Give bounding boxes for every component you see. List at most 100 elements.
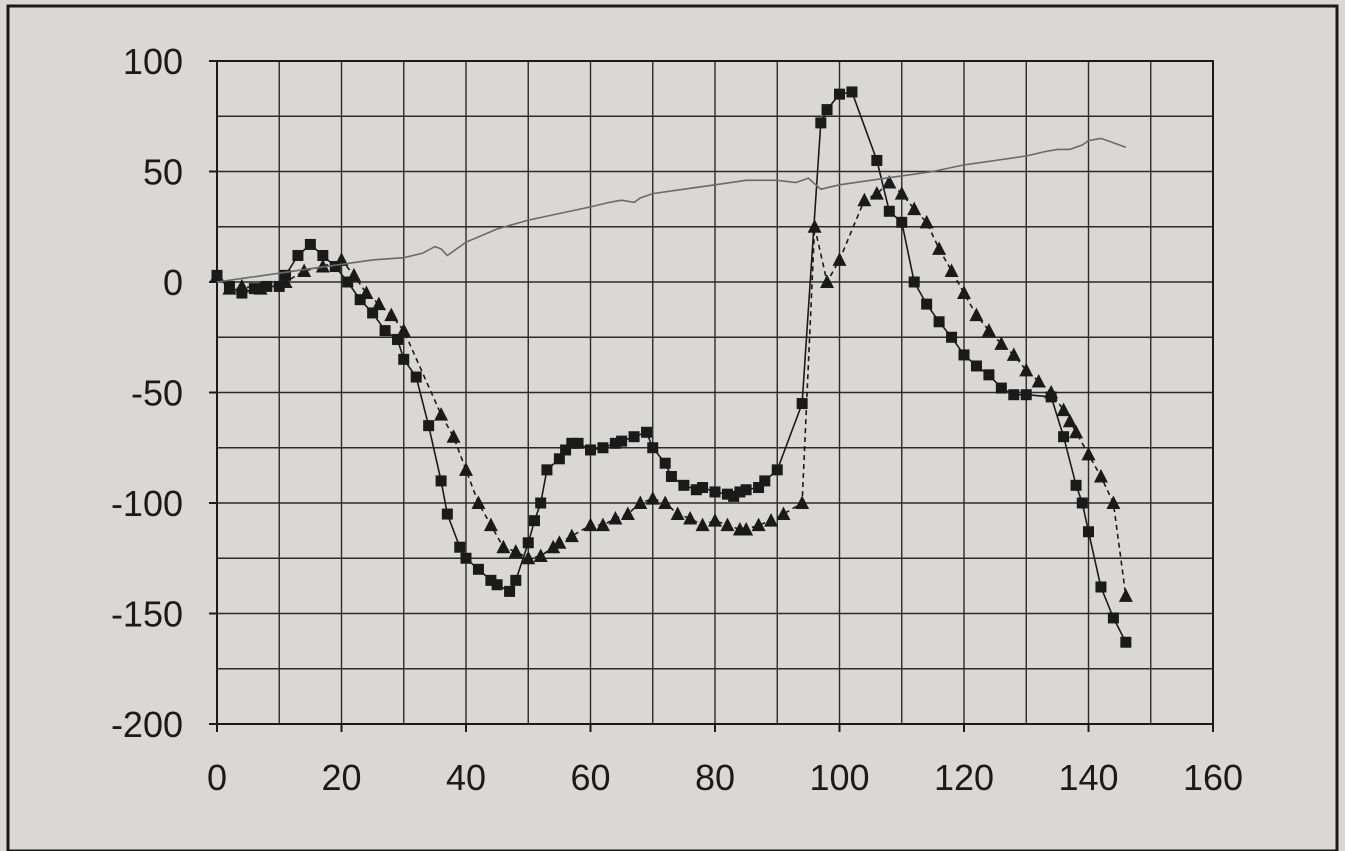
triangle-marker xyxy=(776,506,791,521)
square-marker xyxy=(273,280,285,292)
triangle-marker xyxy=(969,307,984,322)
triangle-marker xyxy=(820,274,835,288)
square-marker xyxy=(528,515,540,527)
triangle-marker xyxy=(496,539,511,554)
tick-labels: 0 20 40 60 80 100 120 140 160 100 50 0 -50 -100 -150 -2… xyxy=(111,41,1243,798)
triangle-marker xyxy=(1062,413,1077,428)
square-marker xyxy=(572,437,584,449)
square-marker xyxy=(248,283,260,295)
square-marker xyxy=(616,435,628,447)
triangle-marker xyxy=(533,548,548,563)
triangle-marker xyxy=(807,219,822,233)
square-marker xyxy=(585,444,596,456)
triangle-marker xyxy=(739,522,754,536)
square-marker xyxy=(908,276,920,288)
triangle-marker xyxy=(882,175,897,189)
triangle-marker xyxy=(222,281,237,295)
triangle-marker xyxy=(334,252,349,266)
triangle-marker xyxy=(658,495,673,509)
triangle-marker xyxy=(483,517,498,532)
triangle-marker xyxy=(795,495,810,509)
triangle-marker xyxy=(1093,468,1108,483)
triangle-marker xyxy=(1106,495,1121,509)
square-marker xyxy=(1008,389,1020,401)
y-tick-label: -100 xyxy=(111,483,183,524)
square-marker xyxy=(834,88,845,100)
triangle-marker xyxy=(446,429,461,443)
square-marker xyxy=(697,482,709,494)
x-tick-label: 0 xyxy=(207,757,227,798)
triangle-marker xyxy=(994,336,1009,350)
x-tick-label: 20 xyxy=(321,757,361,798)
square-marker xyxy=(728,490,740,502)
triangle-marker xyxy=(620,506,635,521)
square-marker xyxy=(740,484,752,496)
square-marker xyxy=(379,325,391,337)
square-marker xyxy=(647,442,659,454)
square-marker xyxy=(609,437,621,449)
square-marker xyxy=(628,431,640,443)
square-marker xyxy=(354,294,366,306)
series-1-line xyxy=(216,90,1127,643)
triangle-marker xyxy=(1056,402,1071,417)
square-marker xyxy=(441,508,453,520)
triangle-marker xyxy=(371,296,386,311)
square-marker xyxy=(678,479,690,491)
square-marker xyxy=(771,464,783,476)
square-marker xyxy=(329,261,341,273)
triangle-marker xyxy=(1019,362,1034,377)
square-marker xyxy=(535,497,547,509)
y-tick-label: 0 xyxy=(163,262,183,303)
triangle-marker xyxy=(932,241,947,255)
square-marker xyxy=(821,104,833,116)
square-marker xyxy=(721,488,733,500)
square-marker xyxy=(398,353,410,365)
square-marker xyxy=(541,464,553,476)
x-tick-label: 40 xyxy=(446,757,486,798)
triangle-marker xyxy=(234,278,249,293)
triangle-marker xyxy=(396,323,411,337)
square-marker xyxy=(896,216,908,228)
triangle-marker xyxy=(683,510,698,525)
square-marker xyxy=(690,484,702,496)
triangle-marker xyxy=(919,214,934,229)
y-tick-label: 50 xyxy=(143,152,183,193)
x-tick-label: 120 xyxy=(934,757,994,798)
square-marker xyxy=(504,585,516,597)
triangle-marker xyxy=(608,510,623,525)
square-marker xyxy=(1107,612,1119,624)
triangle-marker xyxy=(645,491,660,505)
square-marker xyxy=(236,287,248,299)
x-tick-label: 80 xyxy=(695,757,735,798)
square-marker xyxy=(510,574,522,586)
x-tick-label: 160 xyxy=(1183,757,1243,798)
square-marker xyxy=(553,453,565,465)
triangle-marker xyxy=(1118,588,1133,602)
square-marker xyxy=(796,398,808,410)
y-tick-label: -150 xyxy=(111,594,183,635)
triangle-marker xyxy=(359,285,374,300)
triangle-marker xyxy=(315,259,330,273)
square-marker xyxy=(958,349,970,361)
triangle-marker xyxy=(1069,424,1084,439)
square-marker xyxy=(292,249,304,261)
square-marker xyxy=(485,574,497,586)
triangle-marker xyxy=(857,192,872,207)
square-marker xyxy=(566,437,578,449)
square-marker xyxy=(460,552,472,564)
square-marker xyxy=(1120,636,1132,648)
triangle-marker xyxy=(957,285,971,300)
square-marker xyxy=(871,154,883,166)
triangle-marker xyxy=(981,323,996,337)
square-marker xyxy=(1070,479,1082,491)
triangle-marker xyxy=(869,186,884,200)
series-1 xyxy=(211,86,1132,648)
triangle-marker xyxy=(720,517,735,532)
square-marker xyxy=(367,307,379,319)
square-marker xyxy=(1020,389,1032,401)
series-3 xyxy=(216,137,1127,283)
square-marker xyxy=(921,298,933,310)
square-marker xyxy=(759,475,771,487)
triangle-marker xyxy=(434,407,449,421)
